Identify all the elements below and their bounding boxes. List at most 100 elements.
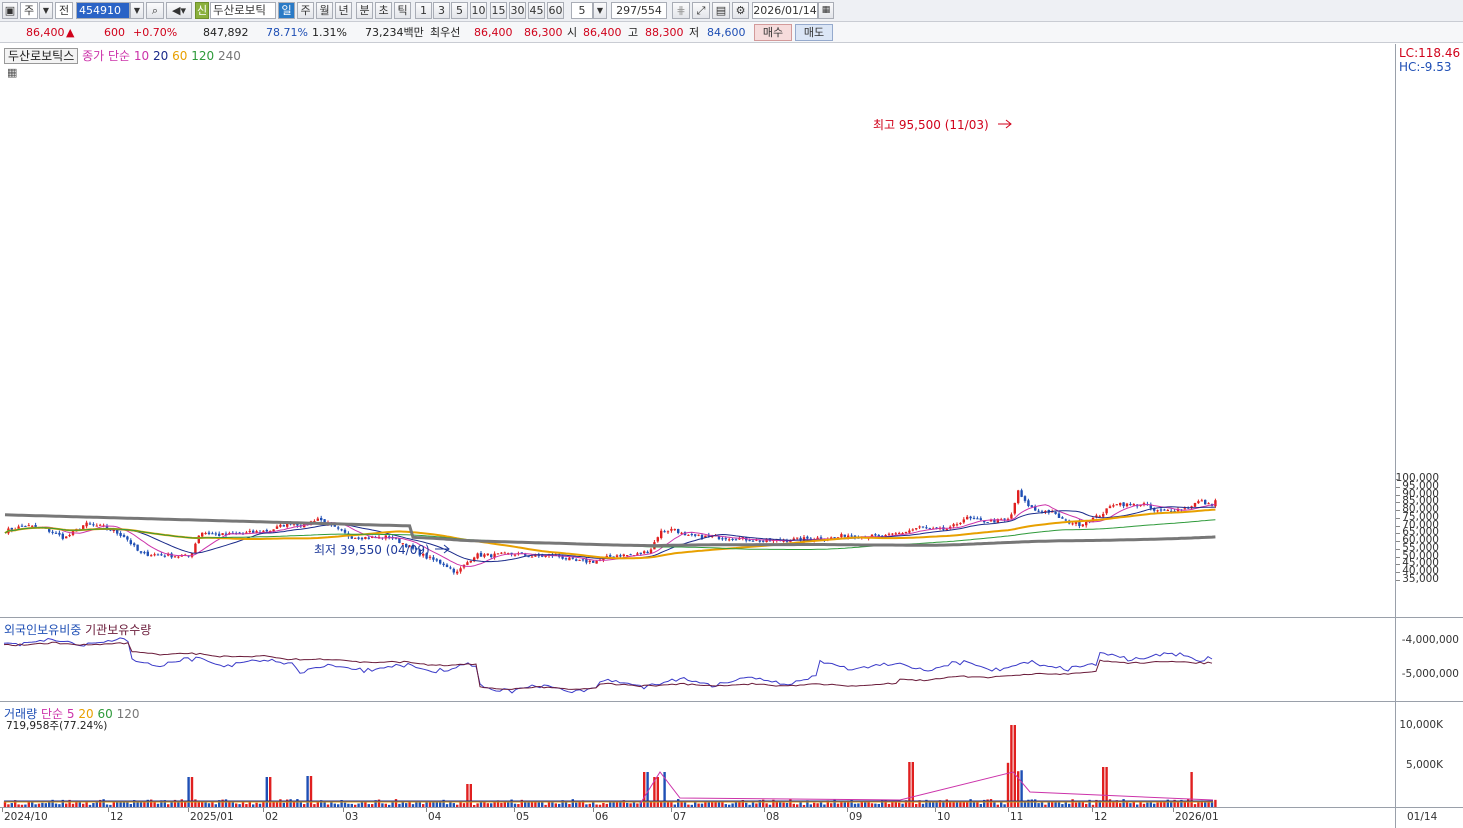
candle-body — [20, 525, 24, 527]
volume-bar — [476, 803, 479, 807]
buy-button[interactable]: 매수 — [754, 24, 792, 41]
volume-bar — [932, 801, 935, 807]
volume-bar — [959, 802, 962, 807]
period-week-button[interactable]: 주 — [297, 2, 314, 19]
volume-bar — [887, 803, 891, 807]
candle-body — [524, 553, 527, 556]
volume-bar — [333, 803, 336, 807]
volume-bar — [656, 777, 659, 807]
volume-bar — [48, 801, 51, 807]
candle-body — [163, 555, 166, 557]
interval-button-60[interactable]: 60 — [547, 2, 564, 19]
candle-body — [483, 554, 486, 557]
price-tick: 65,000 — [1402, 526, 1439, 539]
candle-body — [439, 559, 442, 564]
interval-button-30[interactable]: 30 — [509, 2, 526, 19]
period-tick-button[interactable]: 틱 — [394, 2, 411, 19]
price-tick: 45,000 — [1402, 557, 1439, 570]
volume-bar — [119, 801, 122, 807]
volume-bar — [643, 772, 646, 807]
candle-body — [1163, 509, 1166, 511]
date-field[interactable]: 2026/01/14 — [752, 2, 818, 19]
compare-icon[interactable]: ⤢ — [692, 2, 710, 19]
x-tick: 07 — [673, 811, 687, 823]
chevron-down-icon[interactable]: ▼ — [39, 2, 53, 19]
candle-body — [129, 540, 132, 544]
candle-body — [928, 528, 931, 530]
candle-body — [122, 535, 126, 537]
volume-bar — [1149, 800, 1152, 807]
open-label: 시 — [567, 26, 578, 39]
price-tick: 35,000 — [1402, 573, 1439, 585]
volume-bar — [894, 800, 897, 807]
period-minute-button[interactable]: 분 — [356, 2, 373, 19]
interval-button-5[interactable]: 5 — [451, 2, 468, 19]
candle-body — [847, 535, 850, 538]
x-tick: 2026/01 — [1175, 811, 1219, 823]
volume-bar — [1159, 802, 1163, 807]
price-tick: 80,000 — [1402, 503, 1439, 516]
interval-button-10[interactable]: 10 — [470, 2, 487, 19]
interval-button-45[interactable]: 45 — [528, 2, 545, 19]
candle-body — [10, 527, 13, 531]
sell-button[interactable]: 매도 — [795, 24, 833, 41]
candle-body — [221, 533, 224, 536]
candle-body — [935, 527, 938, 529]
candle-body — [717, 536, 721, 540]
volume-bar — [163, 800, 166, 807]
prev-button[interactable]: 전 — [55, 2, 73, 19]
gear-icon[interactable]: ⚙ — [732, 2, 749, 19]
volume-bar — [724, 804, 727, 807]
volume-bar — [527, 801, 530, 807]
candle-body — [337, 527, 340, 529]
sound-icon[interactable]: ◀▾ — [166, 2, 192, 19]
search-icon[interactable]: ⌕ — [146, 2, 164, 19]
price-legend: 두산로보틱스 종가 단순 10 20 60 120 240 — [4, 47, 241, 64]
candle-body — [150, 555, 153, 557]
volume-bar — [31, 802, 34, 807]
volume-bar — [966, 802, 969, 807]
volume-bar — [496, 800, 500, 807]
period-month-button[interactable]: 월 — [316, 2, 333, 19]
calendar-icon[interactable]: ▦ — [818, 2, 834, 19]
grid-icon[interactable]: ▦ — [7, 66, 18, 79]
code-dropdown-icon[interactable]: ▼ — [130, 2, 144, 19]
price-pane[interactable]: 두산로보틱스 종가 단순 10 20 60 120 240 ▦ 최고 95,50… — [0, 44, 1463, 618]
period-day-button[interactable]: 일 — [278, 2, 295, 19]
volume-bar — [357, 803, 360, 807]
volume-bar — [911, 762, 914, 807]
stock-code-input[interactable]: 454910 — [76, 2, 130, 19]
volume-bar — [14, 800, 17, 807]
interval-button-1[interactable]: 1 — [415, 2, 432, 19]
candle-body — [918, 526, 921, 528]
period-second-button[interactable]: 초 — [375, 2, 392, 19]
volume-bar — [1180, 799, 1183, 807]
low-value: 84,600 — [707, 26, 746, 39]
market-select[interactable]: 주 — [20, 2, 38, 19]
volume-bar — [945, 799, 948, 807]
interval-select[interactable]: 5 — [571, 2, 593, 19]
chart-type-icon[interactable]: ⋕ — [672, 2, 690, 19]
candle-body — [333, 524, 336, 527]
volume-bar — [82, 803, 85, 807]
interval-button-3[interactable]: 3 — [433, 2, 450, 19]
save-icon[interactable]: ▤ — [712, 2, 730, 19]
volume-pane[interactable]: 거래량 단순 5 20 60 120 719,958주(77.24%) 10,0… — [0, 702, 1463, 808]
volume-tick: 5,000K — [1406, 759, 1443, 771]
volume-bar — [54, 803, 58, 807]
volume-bar — [891, 800, 894, 807]
volume-bar — [687, 804, 690, 807]
layout-icon[interactable]: ▣ — [2, 2, 18, 19]
candle-body — [496, 553, 500, 555]
volume-bar — [571, 799, 574, 807]
period-year-button[interactable]: 년 — [335, 2, 352, 19]
volume-bar — [870, 803, 874, 807]
candle-body — [1156, 510, 1159, 512]
candle-body — [245, 532, 248, 534]
interval-button-15[interactable]: 15 — [490, 2, 507, 19]
candle-body — [167, 553, 170, 556]
candle-body — [384, 535, 387, 539]
foreign-pane[interactable]: 외국인보유비중 기관보유수량 -4,000,000 -5,000,000 — [0, 618, 1463, 702]
interval-dropdown-icon[interactable]: ▼ — [593, 2, 607, 19]
candle-body — [799, 537, 802, 541]
